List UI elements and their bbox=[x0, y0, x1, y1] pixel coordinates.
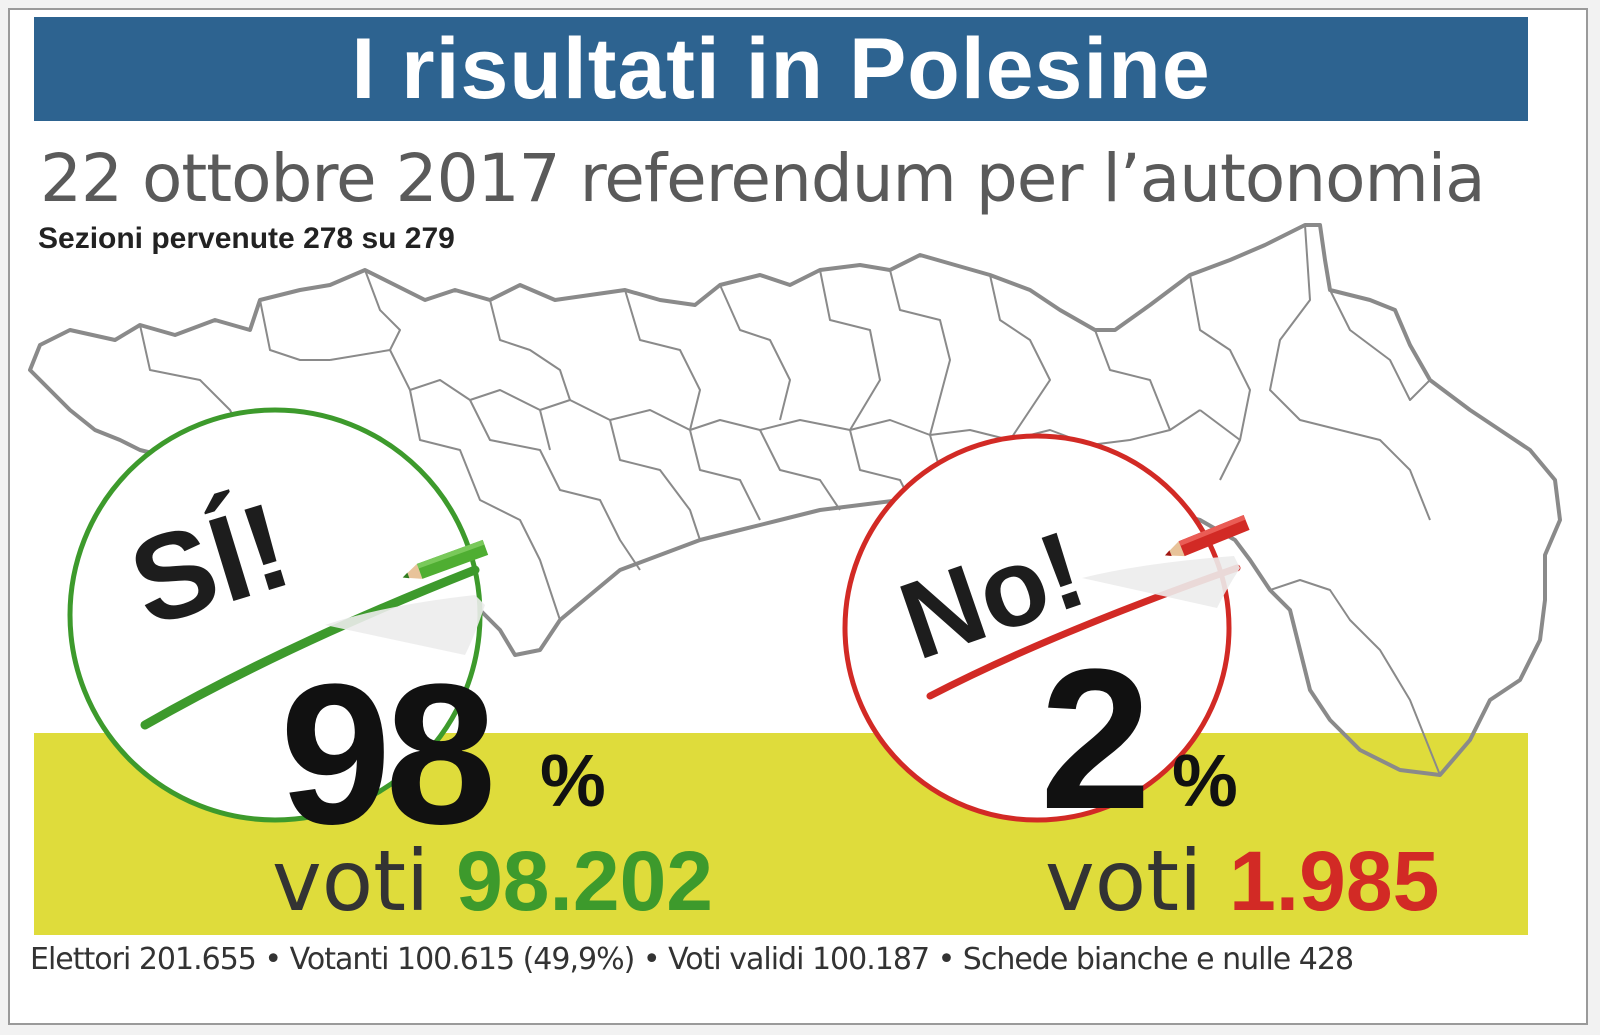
page-title: I risultati in Polesine bbox=[351, 20, 1211, 117]
yes-percent: 98 bbox=[280, 643, 496, 866]
no-votes-value: 1.985 bbox=[1229, 834, 1440, 928]
subtitle: 22 ottobre 2017 referendum per l’autonom… bbox=[40, 140, 1486, 217]
yes-votes-label: voti bbox=[272, 832, 430, 930]
no-votes: voti 1.985 bbox=[1045, 832, 1439, 930]
yes-check-mark bbox=[140, 565, 480, 730]
footer-stats: Elettori 201.655 • Votanti 100.615 (49,9… bbox=[30, 942, 1354, 977]
yes-votes: voti 98.202 bbox=[272, 832, 713, 930]
red-pencil-icon bbox=[1164, 515, 1250, 557]
no-sticker bbox=[842, 433, 1250, 823]
title-bar: I risultati in Polesine bbox=[34, 17, 1528, 121]
sections-note: Sezioni pervenute 278 su 279 bbox=[38, 222, 455, 255]
green-pencil-icon bbox=[402, 539, 489, 579]
no-curl-shadow bbox=[1082, 556, 1240, 608]
no-percent-sign: % bbox=[1172, 739, 1238, 822]
yes-percent-sign: % bbox=[540, 739, 606, 822]
no-circle bbox=[842, 433, 1232, 823]
yes-curl-shadow bbox=[325, 595, 485, 655]
yes-votes-value: 98.202 bbox=[456, 834, 714, 928]
no-percent: 2 bbox=[1040, 628, 1151, 851]
yes-sticker bbox=[67, 407, 489, 823]
no-votes-label: voti bbox=[1045, 832, 1203, 930]
